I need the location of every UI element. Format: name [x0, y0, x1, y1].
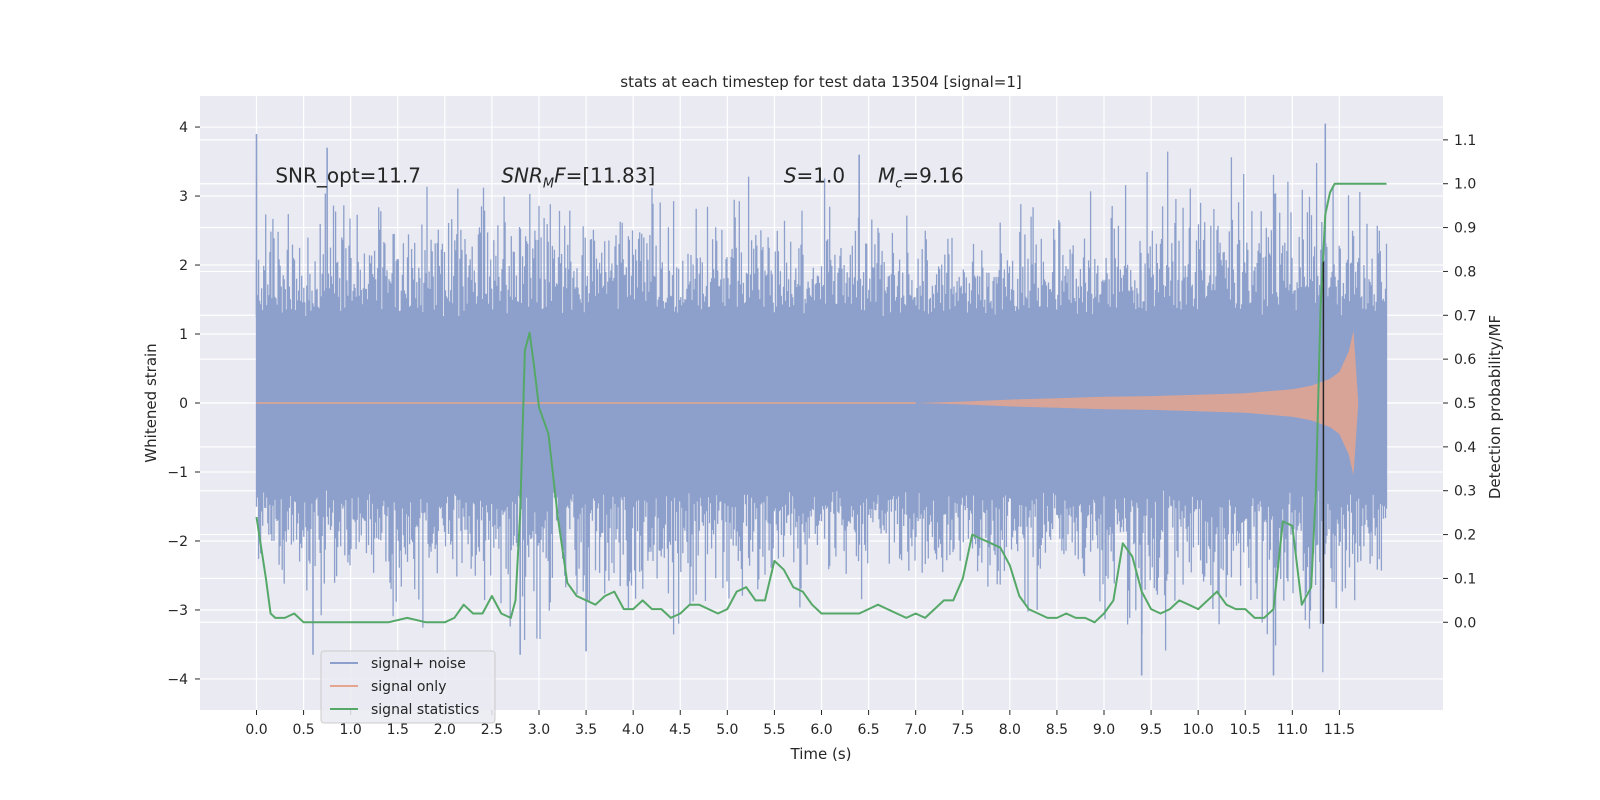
x-tick-label-19: 9.5 [1140, 722, 1162, 738]
y-right-tick-label-0: 0.0 [1454, 615, 1476, 631]
x-tick-label-13: 6.5 [857, 722, 879, 738]
x-tick-label-17: 8.5 [1046, 722, 1068, 738]
x-tick-label-20: 10.0 [1183, 722, 1214, 738]
x-tick-label-22: 11.0 [1277, 722, 1308, 738]
y-right-tick-label-4: 0.4 [1454, 440, 1476, 456]
legend-label-stats: signal statistics [371, 702, 479, 718]
y-tick-label-5: 1 [179, 327, 188, 343]
y-tick-label-1: −3 [167, 603, 188, 619]
x-tick-label-18: 9.0 [1093, 722, 1115, 738]
x-tick-label-0: 0.0 [245, 722, 267, 738]
x-tick-label-23: 11.5 [1324, 722, 1355, 738]
x-tick-label-21: 10.5 [1230, 722, 1261, 738]
y-tick-label-7: 3 [179, 189, 188, 205]
x-tick-label-11: 5.5 [763, 722, 785, 738]
x-tick-label-14: 7.0 [905, 722, 927, 738]
annotation-s-value: S=1.0 [784, 163, 845, 187]
x-tick-label-12: 6.0 [810, 722, 832, 738]
x-tick-label-2: 1.0 [340, 722, 362, 738]
series-signal-only [256, 330, 1359, 476]
x-tick-label-3: 1.5 [387, 722, 409, 738]
legend-label-signal: signal only [371, 679, 446, 695]
x-tick-label-5: 2.5 [481, 722, 503, 738]
annotation-mc-value: Mc=9.16 [878, 163, 964, 191]
legend-box [320, 650, 496, 724]
stats-line [255, 182, 1387, 624]
y-right-tick-label-3: 0.3 [1454, 484, 1476, 500]
y-axis-ticks: −4 −3 −2 −1 0 1 2 3 4 [167, 120, 200, 688]
x-tick-label-8: 4.0 [622, 722, 644, 738]
x-axis-ticks: 0.0 0.5 1.0 1.5 2.0 2.5 3.0 3.5 4.0 4.5 5.0 5.5 6.0 6… [245, 710, 1355, 738]
y-tick-label-3: −1 [167, 465, 188, 481]
y-right-tick-label-6: 0.6 [1454, 352, 1476, 368]
y-right-tick-label-9: 0.9 [1454, 221, 1476, 237]
y-right-axis-ticks: 0.0 0.1 0.2 0.3 0.4 0.5 0.6 0.7 0.8 0.9 1.0 1.1 [1443, 133, 1476, 631]
y-right-tick-label-10: 1.0 [1454, 177, 1476, 193]
y-tick-label-8: 4 [179, 120, 188, 136]
x-tick-label-9: 4.5 [669, 722, 691, 738]
x-tick-label-10: 5.0 [716, 722, 738, 738]
annotation-snr-mf: SNRMF=[11.83] [501, 163, 655, 191]
x-tick-label-4: 2.0 [434, 722, 456, 738]
x-tick-label-16: 8.0 [999, 722, 1021, 738]
y-tick-label-2: −2 [167, 534, 188, 550]
y-right-tick-label-2: 0.2 [1454, 528, 1476, 544]
x-axis-label: Time (s) [790, 745, 852, 763]
annotation-snr-opt: SNR_opt=11.7 [275, 163, 421, 187]
y-right-tick-label-11: 1.1 [1454, 133, 1476, 149]
y-axis-label: Whitened strain [142, 343, 160, 462]
y-tick-label-0: −4 [167, 672, 188, 688]
annotations: SNR_opt=11.7 SNRMF=[11.83] S=1.0 Mc=9.16 [275, 163, 963, 191]
x-tick-label-6: 3.0 [528, 722, 550, 738]
legend: signal+ noise signal only signal statist… [320, 650, 496, 724]
y-right-tick-label-1: 0.1 [1454, 571, 1476, 587]
signal-chirp [256, 330, 1359, 476]
legend-label-noise: signal+ noise [371, 656, 466, 672]
x-tick-label-7: 3.5 [575, 722, 597, 738]
chart-title: stats at each timestep for test data 135… [620, 73, 1021, 91]
y-right-axis-label: Detection probability/MF [1486, 315, 1504, 499]
y-tick-label-4: 0 [179, 396, 188, 412]
y-right-tick-label-7: 0.7 [1454, 308, 1476, 324]
y-tick-label-6: 2 [179, 258, 188, 274]
y-right-tick-label-8: 0.8 [1454, 264, 1476, 280]
series-signal-statistics [255, 182, 1387, 624]
x-tick-label-15: 7.5 [952, 722, 974, 738]
y-right-tick-label-5: 0.5 [1454, 396, 1476, 412]
x-tick-label-1: 0.5 [292, 722, 314, 738]
